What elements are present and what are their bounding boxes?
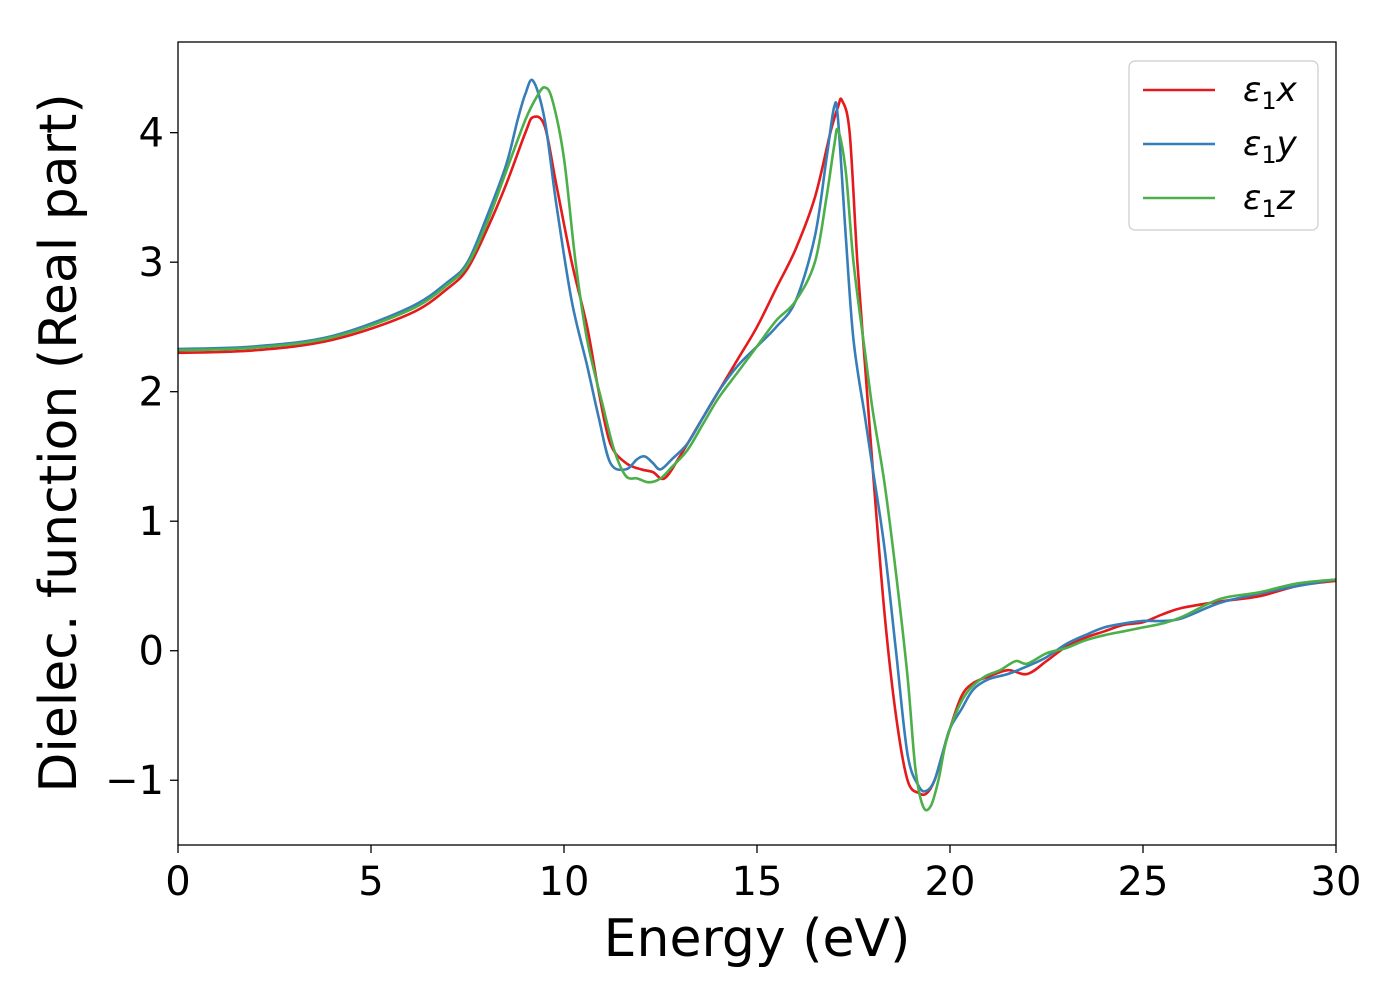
legend-label-x: ε1x — [1243, 70, 1298, 115]
x-tick-label: 20 — [925, 859, 976, 905]
y-tick-label: 3 — [139, 240, 164, 286]
legend: ε1x ε1y ε1z — [1128, 60, 1319, 231]
y-tick-label: 0 — [139, 629, 164, 675]
y-tick-label: 1 — [139, 499, 164, 545]
series-layer — [178, 78, 1336, 812]
x-tick-label: 15 — [732, 859, 783, 905]
y-axis-title: Dielec. function (Real part) — [29, 93, 89, 792]
x-tick-label: 30 — [1311, 859, 1362, 905]
series-line-z — [178, 86, 1336, 812]
legend-box — [1128, 60, 1319, 231]
legend-label-y: ε1y — [1243, 124, 1298, 169]
legend-label-z: ε1z — [1243, 178, 1296, 223]
x-tick-label: 5 — [358, 859, 383, 905]
y-tick-label: −1 — [105, 758, 164, 804]
y-axis-ticks: −1 0 1 2 3 4 — [105, 111, 178, 804]
series-line-y — [178, 78, 1336, 793]
x-axis-ticks: 0 5 10 15 20 25 30 — [165, 845, 1361, 905]
y-tick-label: 2 — [139, 370, 164, 416]
x-tick-label: 25 — [1118, 859, 1169, 905]
x-tick-label: 0 — [165, 859, 190, 905]
x-tick-label: 10 — [539, 859, 590, 905]
y-tick-label: 4 — [139, 111, 164, 157]
x-axis-title: Energy (eV) — [604, 909, 911, 969]
